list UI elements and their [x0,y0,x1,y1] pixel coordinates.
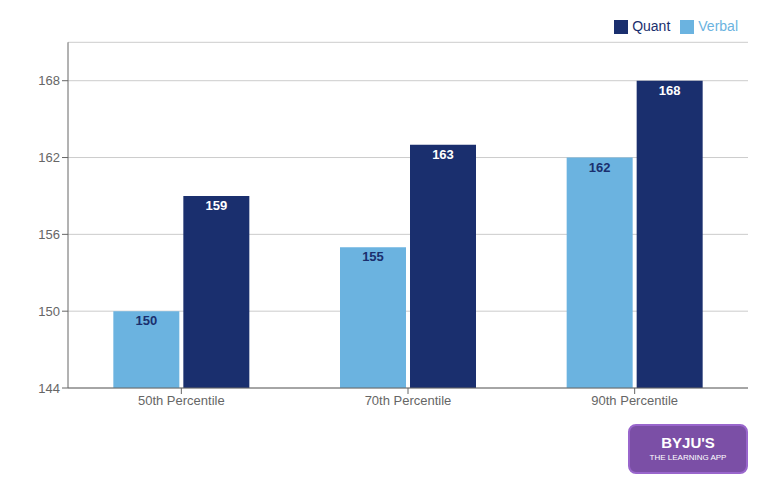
svg-text:162: 162 [589,160,611,175]
html-text:Verbal: Verbal [698,18,738,34]
svg-text:150: 150 [135,313,157,328]
html-text:BYJU'S: BYJU'S [661,434,715,451]
svg-text:156: 156 [38,227,60,242]
html-text:Quant: Quant [632,18,671,34]
svg-text:150: 150 [38,304,60,319]
svg-text:155: 155 [362,249,384,264]
svg-text:162: 162 [38,150,60,165]
svg-text:90th Percentile: 90th Percentile [591,393,678,408]
svg-text:50th Percentile: 50th Percentile [138,393,225,408]
svg-text:159: 159 [205,198,227,213]
svg-text:163: 163 [432,147,454,162]
svg-text:168: 168 [659,83,681,98]
svg-text:144: 144 [38,381,60,396]
svg-text:70th Percentile: 70th Percentile [365,393,452,408]
svg-text:168: 168 [38,73,60,88]
html-text:THE LEARNING APP: THE LEARNING APP [649,453,727,462]
